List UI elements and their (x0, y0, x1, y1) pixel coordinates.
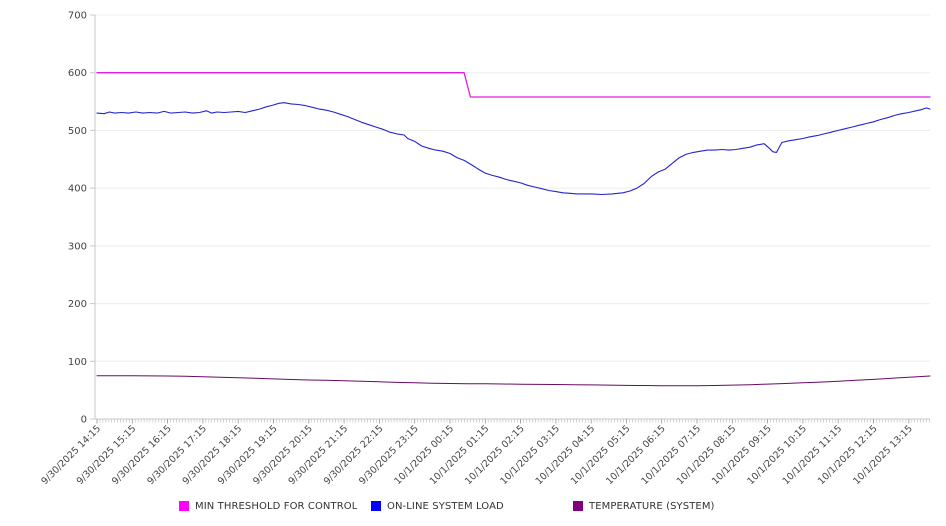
x-tick-label: 10/1/2025 05:15 (569, 423, 633, 487)
x-tick-label: 10/1/2025 01:15 (428, 423, 492, 487)
y-tick-label: 0 (81, 415, 87, 426)
series-line-temperature-system (96, 375, 931, 387)
x-tick-label: 10/1/2025 06:15 (604, 423, 668, 487)
y-axis: 0 100 200 300 400 500 600 700 (68, 11, 95, 426)
y-tick-label: 300 (68, 241, 87, 252)
x-tick-label: 10/1/2025 08:15 (675, 423, 739, 487)
x-tick-label: 10/1/2025 03:15 (498, 423, 562, 487)
legend-swatch-icon (179, 501, 189, 511)
x-tick-label: 9/30/2025 21:15 (287, 423, 351, 487)
y-tick-label: 400 (68, 184, 87, 195)
x-tick-label: 10/1/2025 02:15 (463, 423, 527, 487)
x-tick-label: 9/30/2025 16:15 (110, 423, 174, 487)
x-tick-label: 9/30/2025 15:15 (75, 423, 139, 487)
x-tick-label: 9/30/2025 18:15 (181, 423, 245, 487)
series-line-min-threshold-for-control (96, 72, 931, 98)
y-tick-label: 700 (68, 11, 87, 22)
legend-item: MIN THRESHOLD FOR CONTROL (179, 497, 357, 515)
x-tick-label: 9/30/2025 17:15 (145, 423, 209, 487)
x-tick-label: 10/1/2025 07:15 (639, 423, 703, 487)
x-tick-label: 9/30/2025 19:15 (216, 423, 280, 487)
x-axis: 9/30/2025 14:159/30/2025 15:159/30/2025 … (39, 419, 915, 487)
y-tick-label: 600 (68, 68, 87, 79)
legend-label: MIN THRESHOLD FOR CONTROL (195, 500, 358, 512)
x-tick-label: 10/1/2025 12:15 (816, 423, 880, 487)
x-minor-ticks (96, 419, 930, 423)
x-tick-label: 9/30/2025 22:15 (322, 423, 386, 487)
x-tick-label: 10/1/2025 09:15 (710, 423, 774, 487)
x-tick-label: 9/30/2025 20:15 (251, 423, 315, 487)
x-tick-label: 9/30/2025 23:15 (357, 423, 421, 487)
axes (94, 15, 930, 420)
x-tick-label: 9/30/2025 14:15 (39, 423, 103, 487)
legend-swatch-icon (573, 501, 583, 511)
x-tick-label: 10/1/2025 13:15 (851, 423, 915, 487)
legend-item: TEMPERATURE (SYSTEM) (573, 497, 715, 515)
x-tick-label: 10/1/2025 00:15 (392, 423, 456, 487)
x-tick-label: 10/1/2025 11:15 (781, 423, 845, 487)
series-line-on-line-system-load (96, 102, 931, 196)
x-tick-label: 10/1/2025 04:15 (534, 423, 598, 487)
legend-item: ON-LINE SYSTEM LOAD (371, 497, 504, 515)
legend-label: ON-LINE SYSTEM LOAD (387, 500, 504, 512)
chart-legend: MIN THRESHOLD FOR CONTROL ON-LINE SYSTEM … (0, 497, 946, 519)
y-tick-label: 200 (68, 299, 87, 310)
x-tick-label: 10/1/2025 10:15 (745, 423, 809, 487)
gridlines (95, 14, 930, 362)
legend-label: TEMPERATURE (SYSTEM) (589, 500, 715, 512)
legend-swatch-icon (371, 501, 381, 511)
y-tick-label: 500 (68, 126, 87, 137)
y-tick-label: 100 (68, 357, 87, 368)
